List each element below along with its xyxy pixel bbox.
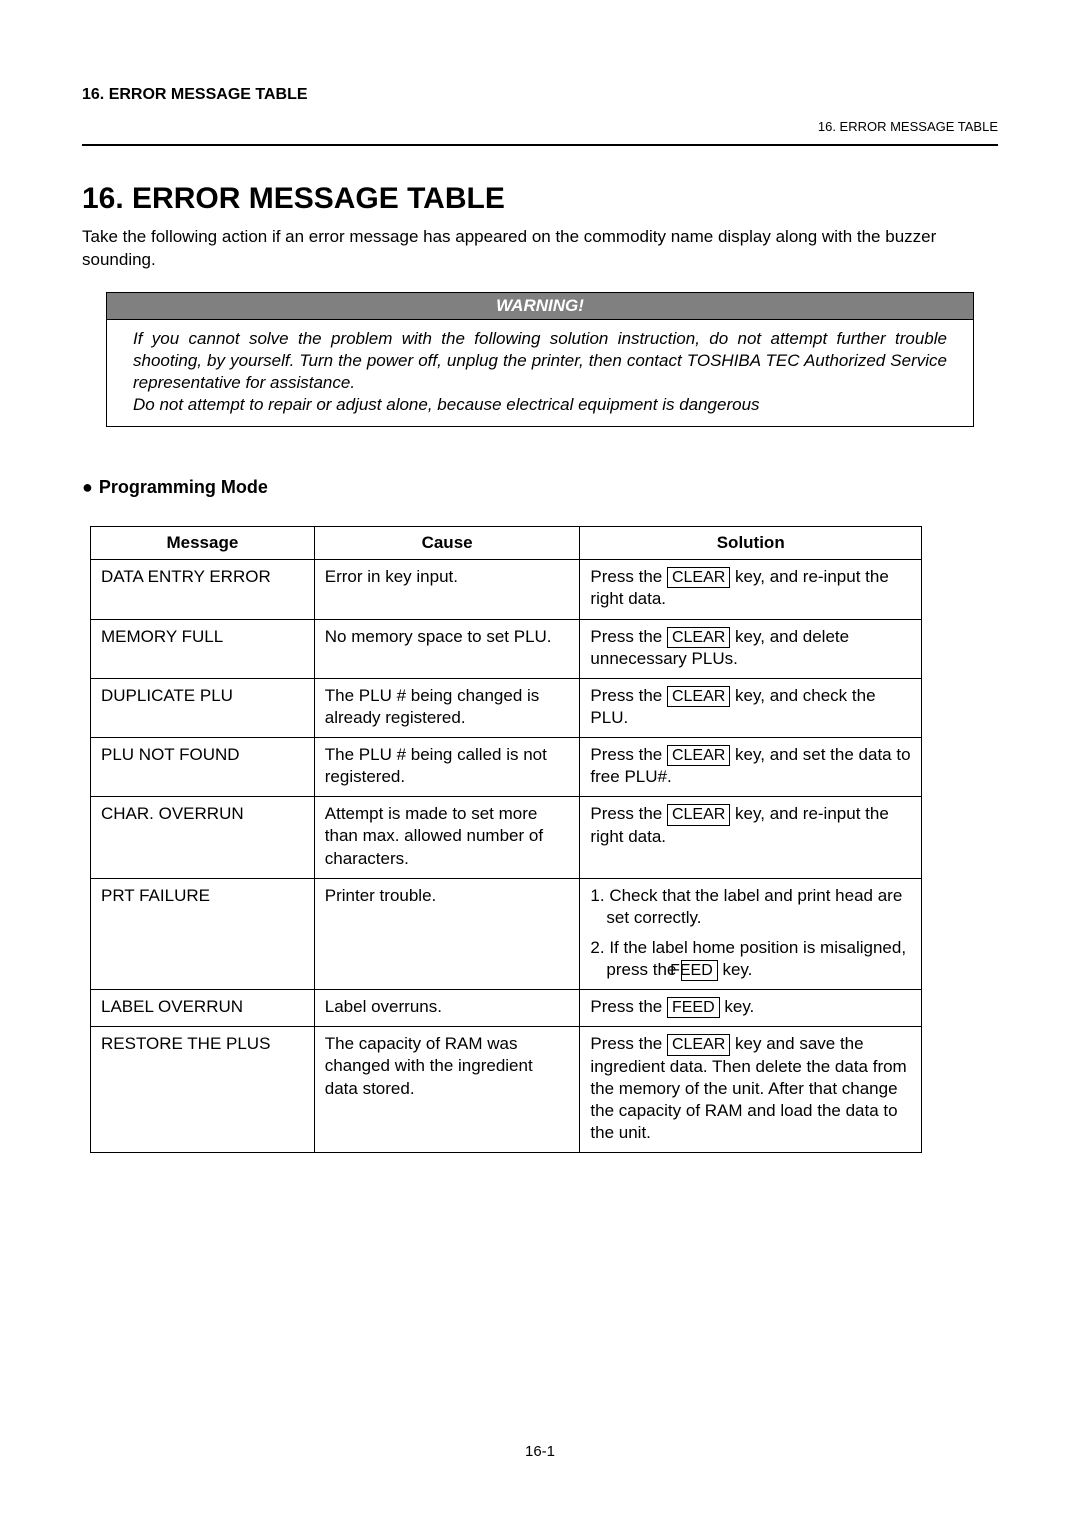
table-row: PRT FAILURE Printer trouble. 1. Check th… xyxy=(91,878,922,989)
cell-solution: 1. Check that the label and print head a… xyxy=(580,878,922,989)
page-title: 16. ERROR MESSAGE TABLE xyxy=(82,182,998,216)
cell-solution: Press the CLEAR key, and check the PLU. xyxy=(580,678,922,737)
cell-message: DATA ENTRY ERROR xyxy=(91,560,315,619)
cell-message: PRT FAILURE xyxy=(91,878,315,989)
table-header-row: Message Cause Solution xyxy=(91,527,922,560)
cell-message: PLU NOT FOUND xyxy=(91,738,315,797)
cell-cause: The PLU # being changed is already regis… xyxy=(314,678,580,737)
clear-key: CLEAR xyxy=(667,686,730,707)
sol-text: key. xyxy=(718,960,753,979)
cell-message: CHAR. OVERRUN xyxy=(91,797,315,878)
section-heading: ● Programming Mode xyxy=(82,477,998,498)
table-row: MEMORY FULL No memory space to set PLU. … xyxy=(91,619,922,678)
sol-text: Press the xyxy=(590,686,667,705)
clear-key: CLEAR xyxy=(667,1034,730,1055)
sol-text: Press the xyxy=(590,627,667,646)
clear-key: CLEAR xyxy=(667,627,730,648)
cell-message: LABEL OVERRUN xyxy=(91,990,315,1027)
cell-cause: Label overruns. xyxy=(314,990,580,1027)
cell-cause: The PLU # being called is not registered… xyxy=(314,738,580,797)
cell-solution: Press the CLEAR key, and delete unnecess… xyxy=(580,619,922,678)
sol-text: Press the xyxy=(590,567,667,586)
table-row: LABEL OVERRUN Label overruns. Press the … xyxy=(91,990,922,1027)
header-left: 16. ERROR MESSAGE TABLE xyxy=(82,86,998,104)
table-row: CHAR. OVERRUN Attempt is made to set mor… xyxy=(91,797,922,878)
sol-text: Press the xyxy=(590,997,667,1016)
table-row: DUPLICATE PLU The PLU # being changed is… xyxy=(91,678,922,737)
cell-solution: Press the CLEAR key, and re-input the ri… xyxy=(580,560,922,619)
warning-title: WARNING! xyxy=(107,293,973,320)
clear-key: CLEAR xyxy=(667,567,730,588)
cell-solution: Press the FEED key. xyxy=(580,990,922,1027)
table-row: DATA ENTRY ERROR Error in key input. Pre… xyxy=(91,560,922,619)
cell-solution: Press the CLEAR key and save the ingredi… xyxy=(580,1027,922,1153)
cell-message: MEMORY FULL xyxy=(91,619,315,678)
error-table: Message Cause Solution DATA ENTRY ERROR … xyxy=(90,526,922,1153)
section-title: Programming Mode xyxy=(99,477,268,498)
cell-cause: Error in key input. xyxy=(314,560,580,619)
cell-cause: The capacity of RAM was changed with the… xyxy=(314,1027,580,1153)
col-solution: Solution xyxy=(580,527,922,560)
solution-list: 1. Check that the label and print head a… xyxy=(590,885,911,981)
feed-key: FEED xyxy=(667,997,720,1018)
sol-text: Press the xyxy=(590,804,667,823)
bullet-icon: ● xyxy=(82,477,93,498)
intro-text: Take the following action if an error me… xyxy=(82,226,998,272)
table-row: PLU NOT FOUND The PLU # being called is … xyxy=(91,738,922,797)
warning-line2: Do not attempt to repair or adjust alone… xyxy=(133,395,760,414)
cell-cause: Printer trouble. xyxy=(314,878,580,989)
clear-key: CLEAR xyxy=(667,804,730,825)
col-cause: Cause xyxy=(314,527,580,560)
warning-body: If you cannot solve the problem with the… xyxy=(107,320,973,426)
sol-text: Press the xyxy=(590,1034,667,1053)
cell-cause: No memory space to set PLU. xyxy=(314,619,580,678)
cell-message: DUPLICATE PLU xyxy=(91,678,315,737)
header-rule xyxy=(82,144,998,146)
cell-message: RESTORE THE PLUS xyxy=(91,1027,315,1153)
cell-cause: Attempt is made to set more than max. al… xyxy=(314,797,580,878)
clear-key: CLEAR xyxy=(667,745,730,766)
feed-key: FEED xyxy=(681,960,718,981)
page-number: 16-1 xyxy=(0,1443,1080,1460)
cell-solution: Press the CLEAR key, and re-input the ri… xyxy=(580,797,922,878)
warning-box: WARNING! If you cannot solve the problem… xyxy=(106,292,974,427)
header-right: 16. ERROR MESSAGE TABLE xyxy=(818,119,998,134)
table-row: RESTORE THE PLUS The capacity of RAM was… xyxy=(91,1027,922,1153)
cell-solution: Press the CLEAR key, and set the data to… xyxy=(580,738,922,797)
sol-text: key. xyxy=(720,997,755,1016)
solution-item: 2. If the label home position is misalig… xyxy=(606,937,911,981)
warning-line1: If you cannot solve the problem with the… xyxy=(133,329,947,392)
col-message: Message xyxy=(91,527,315,560)
solution-item: 1. Check that the label and print head a… xyxy=(606,885,911,929)
sol-text: Press the xyxy=(590,745,667,764)
